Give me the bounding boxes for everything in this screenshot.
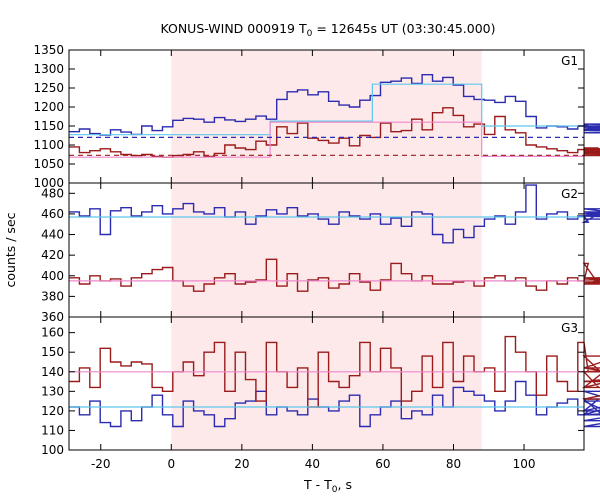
x-tick-label: -20 xyxy=(91,457,111,471)
y-tick-label: 480 xyxy=(41,186,64,200)
shaded-interval xyxy=(171,50,482,450)
panel-g1: 1000 1050 1100 1150 1200 1250 1300 1350 G1 xyxy=(33,43,600,190)
y-tick-label: 1050 xyxy=(33,157,64,171)
chart-title-subscript: 0 xyxy=(307,29,313,39)
chart-title-rest: = 12645s UT (03:30:45.000) xyxy=(312,21,495,36)
x-axis-label-subscript: 0 xyxy=(332,485,338,495)
x-tick-label: 100 xyxy=(513,457,536,471)
x-tick-label: 0 xyxy=(167,457,175,471)
y-tick-label: 440 xyxy=(41,228,64,242)
series-blue-counts-0 xyxy=(69,74,600,136)
y-tick-label: 420 xyxy=(41,248,64,262)
y-tick-label: 140 xyxy=(41,365,64,379)
y-tick-label: 1300 xyxy=(33,62,64,76)
x-tick-label: 20 xyxy=(234,457,249,471)
series-red-counts-1 xyxy=(69,335,600,408)
x-tick-label: 40 xyxy=(305,457,320,471)
panel-frame xyxy=(68,316,585,451)
y-tick-label: 400 xyxy=(41,269,64,283)
series-pink-fit-3 xyxy=(69,121,584,158)
panel-label: G3 xyxy=(561,321,578,335)
y-tick-label: 1250 xyxy=(33,81,64,95)
panel-label: G2 xyxy=(561,187,578,201)
y-tick-label: 380 xyxy=(41,289,64,303)
y-tick-label: 460 xyxy=(41,207,64,221)
chart-title: KONUS-WIND 000919 T0 = 12645s UT (03:30:… xyxy=(160,21,495,39)
y-tick-label: 120 xyxy=(41,404,64,418)
x-tick-label: 60 xyxy=(375,457,390,471)
y-tick-label: 110 xyxy=(41,423,64,437)
x-tick-label: 80 xyxy=(446,457,461,471)
y-axis-label: counts / sec xyxy=(3,212,18,287)
y-tick-label: 130 xyxy=(41,384,64,398)
y-tick-label: 1350 xyxy=(33,43,64,57)
panels: 10001050110011501200125013001350G1360380… xyxy=(33,43,600,471)
y-tick-label: 160 xyxy=(41,326,64,340)
y-tick-label: 1000 xyxy=(33,176,64,190)
series-blue-counts-0 xyxy=(69,380,600,428)
x-axis-label-rest: , s xyxy=(338,477,352,492)
y-tick-label: 100 xyxy=(41,443,64,457)
panel-label: G1 xyxy=(561,54,578,68)
y-tick-label: 1200 xyxy=(33,100,64,114)
y-tick-label: 360 xyxy=(41,310,64,324)
y-tick-label: 150 xyxy=(41,345,64,359)
x-axis-label: T - T0, s xyxy=(303,477,352,495)
y-tick-label: 1150 xyxy=(33,119,64,133)
panel-g3: 100 110 120 130 140 150 160 G3 xyxy=(41,316,600,457)
series-blue-counts-0 xyxy=(69,184,600,244)
y-tick-label: 1100 xyxy=(33,138,64,152)
series-red-counts-1 xyxy=(69,258,600,292)
